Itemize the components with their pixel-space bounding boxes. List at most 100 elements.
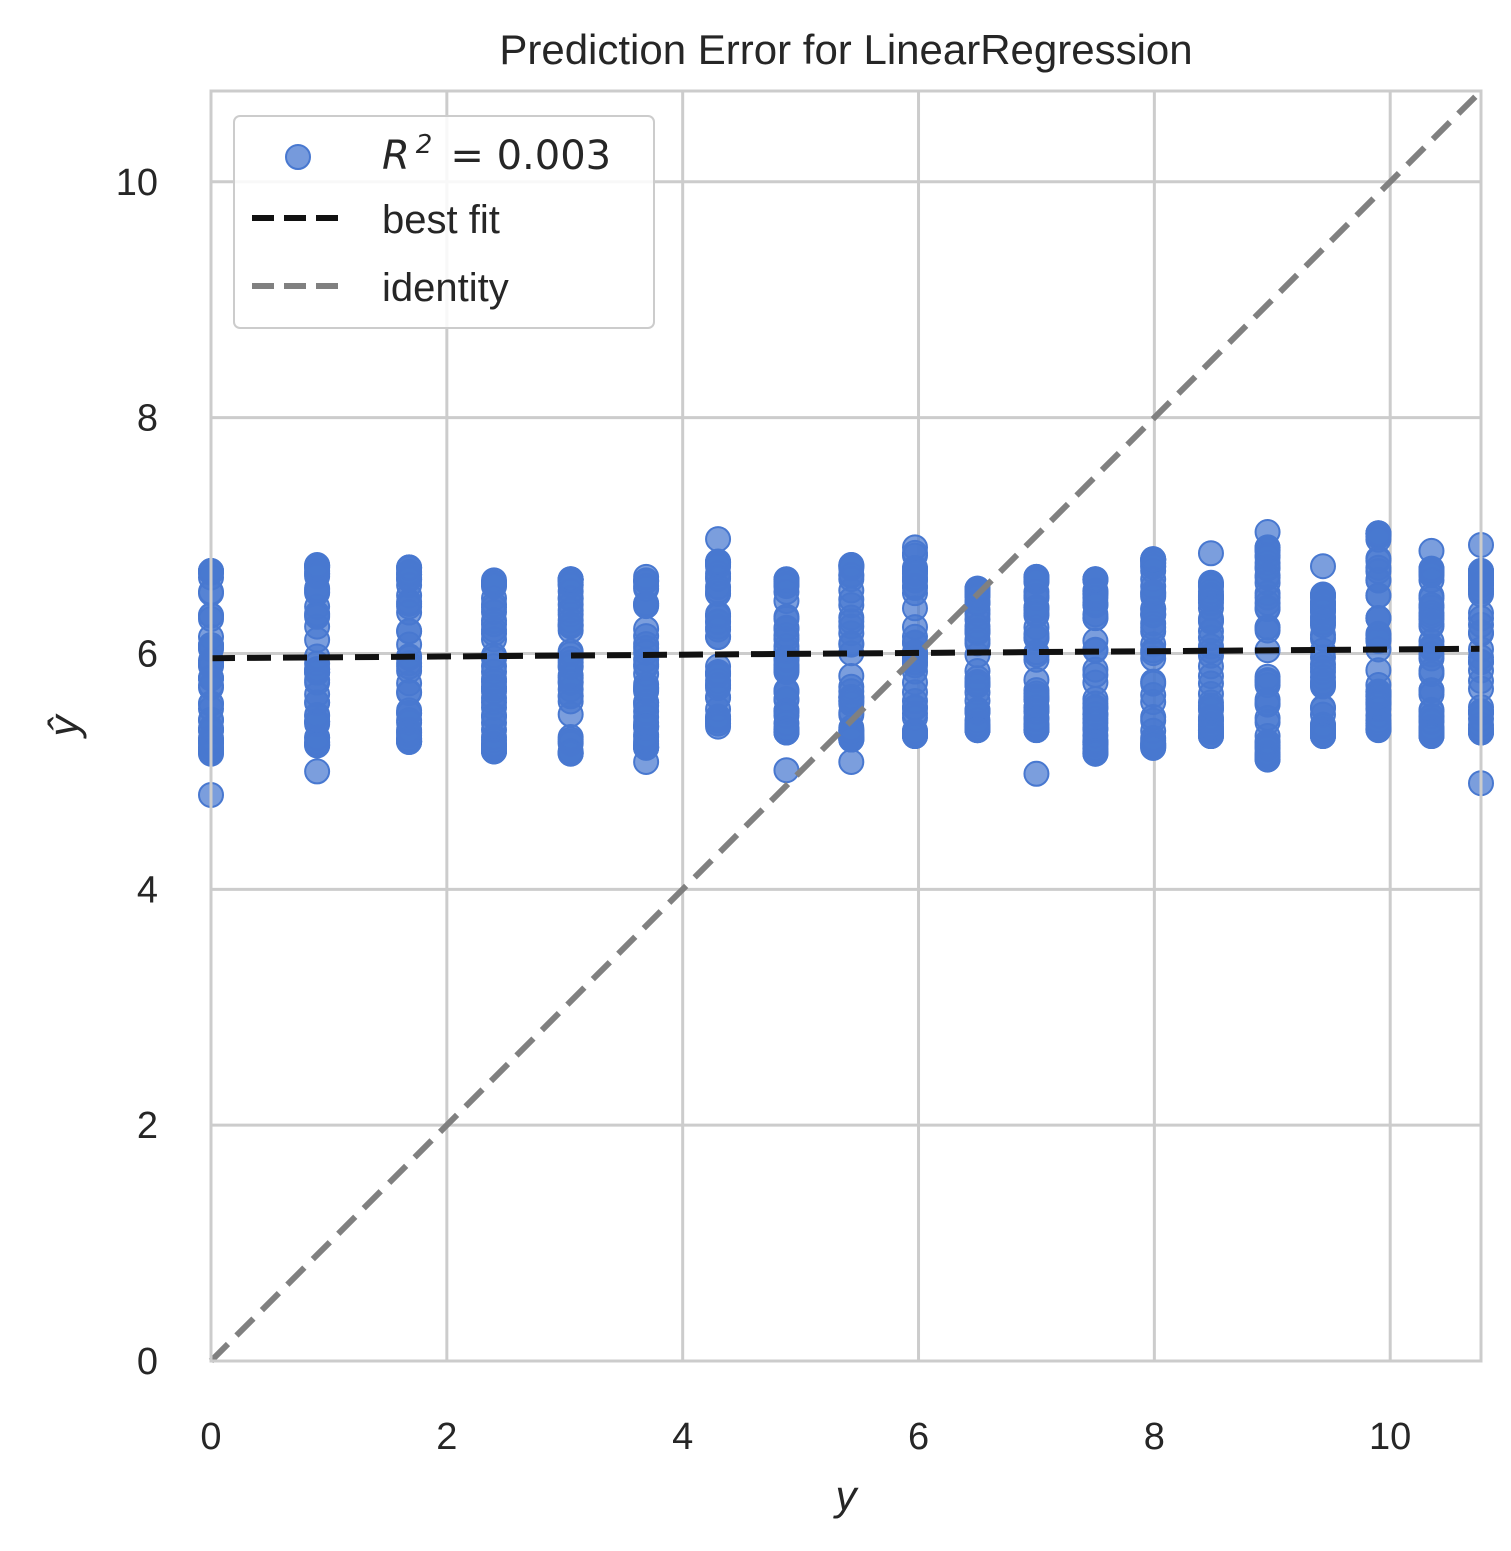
legend-r-superscript: 2 <box>416 130 433 160</box>
data-point <box>1309 581 1336 608</box>
legend-r-value: = 0.003 <box>450 133 611 179</box>
data-point <box>705 661 732 688</box>
data-point <box>1254 746 1281 773</box>
x-tick-label: 8 <box>1144 1416 1165 1458</box>
data-point <box>964 717 991 744</box>
data-point <box>1023 600 1050 627</box>
data-point <box>1197 670 1224 697</box>
data-point <box>1254 668 1281 695</box>
data-point <box>1254 705 1281 732</box>
data-point <box>1023 717 1050 744</box>
data-point <box>838 552 865 579</box>
data-point <box>304 758 331 785</box>
data-point <box>1418 657 1445 684</box>
data-point <box>1197 569 1224 596</box>
data-point <box>633 748 660 775</box>
data-point <box>1082 740 1109 767</box>
data-point <box>396 679 423 706</box>
y-tick-label: 2 <box>137 1105 158 1147</box>
data-point <box>481 653 508 680</box>
data-point <box>633 563 660 590</box>
data-point <box>1365 520 1392 547</box>
scatter-points <box>198 519 1494 808</box>
data-point <box>901 558 928 585</box>
data-point <box>1023 760 1050 787</box>
data-point <box>964 575 991 602</box>
data-point <box>1140 601 1167 628</box>
legend-identity-label: identity <box>382 266 509 310</box>
legend: R 2 = 0.003 best fit identity <box>233 115 655 329</box>
data-point <box>633 689 660 716</box>
tick-labels: 0 2 4 6 8 10 0 2 4 6 8 10 <box>116 162 1412 1458</box>
data-point <box>773 686 800 713</box>
data-point <box>964 669 991 696</box>
legend-box <box>233 115 655 329</box>
data-point <box>1365 717 1392 744</box>
data-point <box>838 687 865 714</box>
data-point <box>304 578 331 605</box>
data-point <box>1254 519 1281 546</box>
data-point <box>1309 553 1336 580</box>
data-point <box>964 613 991 640</box>
data-point <box>1418 723 1445 750</box>
data-point <box>304 552 331 579</box>
data-point <box>1082 566 1109 593</box>
data-point <box>1023 563 1050 590</box>
x-tick-label: 2 <box>436 1416 457 1458</box>
data-point <box>1197 723 1224 750</box>
data-point <box>838 726 865 753</box>
best-fit-line <box>210 645 1482 662</box>
data-point <box>1197 624 1224 651</box>
data-point <box>304 626 331 653</box>
data-point <box>1140 546 1167 573</box>
data-point <box>705 603 732 630</box>
data-point <box>705 548 732 575</box>
y-tick-label: 0 <box>137 1341 158 1383</box>
data-point <box>481 738 508 765</box>
data-point <box>304 732 331 759</box>
data-point <box>1082 605 1109 632</box>
plot-frame <box>209 89 1483 1363</box>
x-axis-label: y <box>833 1472 860 1519</box>
data-point <box>901 534 928 561</box>
y-tick-label: 8 <box>137 398 158 440</box>
x-tick-label: 4 <box>672 1416 693 1458</box>
data-point <box>1140 734 1167 761</box>
data-point <box>838 748 865 775</box>
data-point <box>396 599 423 626</box>
data-point <box>633 592 660 619</box>
identity-line <box>208 88 1484 1364</box>
data-point <box>557 740 584 767</box>
data-point <box>901 679 928 706</box>
data-point <box>705 526 732 553</box>
data-point <box>901 723 928 750</box>
data-point <box>396 554 423 581</box>
data-point <box>838 662 865 689</box>
y-tick-label: 10 <box>116 162 158 204</box>
data-point <box>773 757 800 784</box>
data-point <box>633 615 660 642</box>
x-tick-label: 10 <box>1369 1416 1411 1458</box>
data-point <box>396 728 423 755</box>
data-point <box>557 611 584 638</box>
data-point <box>481 607 508 634</box>
data-point <box>773 719 800 746</box>
data-point <box>1197 540 1224 567</box>
data-point <box>557 566 584 593</box>
data-point <box>557 683 584 710</box>
data-point <box>1023 683 1050 710</box>
data-point <box>705 573 732 600</box>
data-point <box>304 681 331 708</box>
data-point <box>1365 567 1392 594</box>
x-tick-label: 6 <box>908 1416 929 1458</box>
data-point <box>705 713 732 740</box>
data-point <box>773 566 800 593</box>
data-point <box>1309 658 1336 685</box>
fit-lines <box>208 88 1484 1364</box>
data-point <box>1309 723 1336 750</box>
y-axis-label: ŷ <box>40 713 87 740</box>
data-point <box>773 658 800 685</box>
data-point <box>901 614 928 641</box>
data-point <box>1418 537 1445 564</box>
